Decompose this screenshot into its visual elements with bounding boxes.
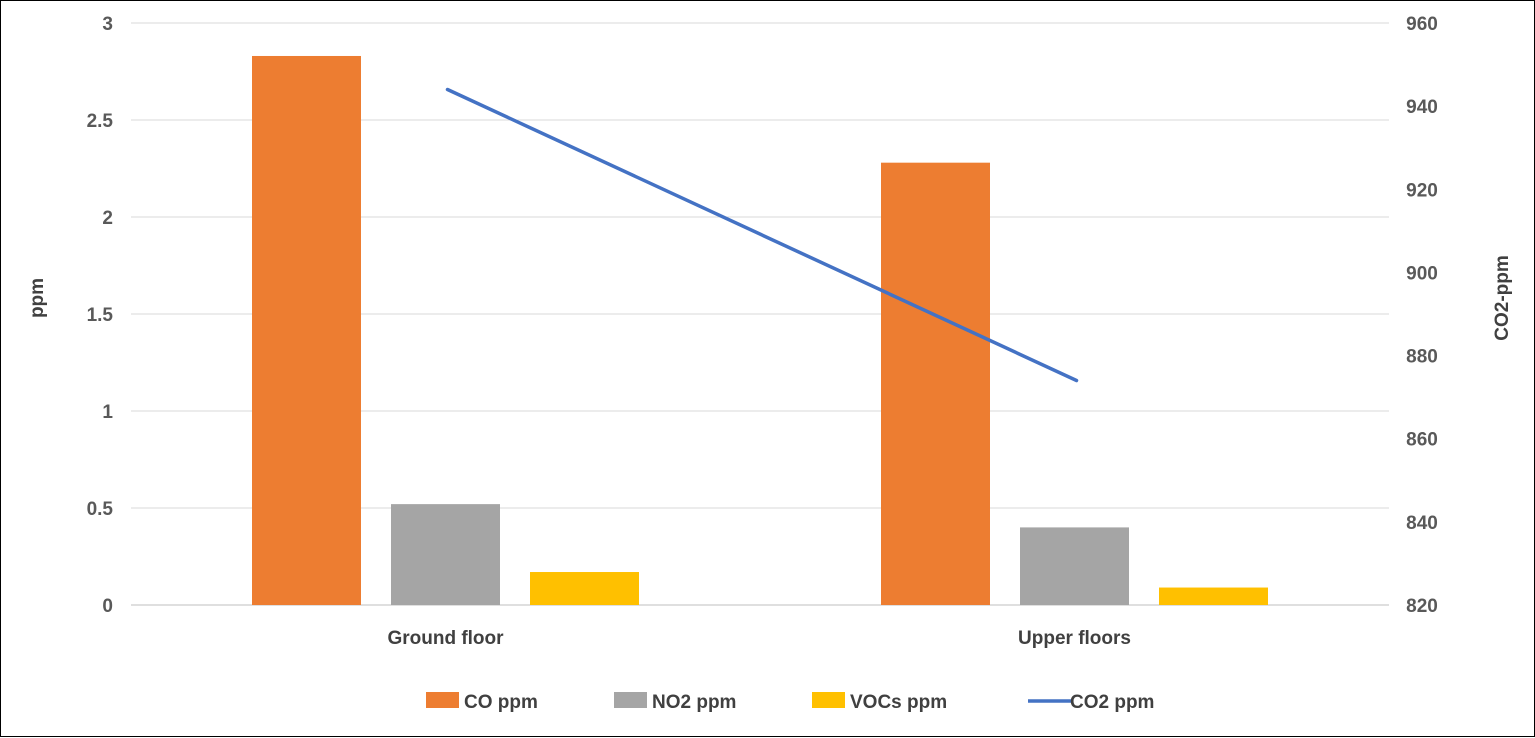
left-tick-label: 0 xyxy=(102,596,113,617)
bar-vocs-ppm xyxy=(530,572,639,605)
bar-no2-ppm xyxy=(391,504,500,605)
left-tick-label: 2.5 xyxy=(87,111,114,132)
left-tick-label: 3 xyxy=(102,14,113,35)
legend-label: NO2 ppm xyxy=(652,692,736,713)
right-tick-label: 900 xyxy=(1406,263,1438,284)
left-tick-label: 1 xyxy=(102,402,113,423)
bar-no2-ppm xyxy=(1020,527,1129,605)
right-tick-label: 820 xyxy=(1406,596,1438,617)
right-axis-title: CO2-ppm xyxy=(1492,255,1513,341)
right-tick-label: 880 xyxy=(1406,347,1438,368)
right-tick-label: 840 xyxy=(1406,513,1438,534)
right-tick-label: 860 xyxy=(1406,430,1438,451)
category-label: Upper floors xyxy=(1018,628,1131,649)
legend-swatch-no2-ppm xyxy=(614,692,647,708)
category-label: Ground floor xyxy=(387,628,504,649)
right-tick-label: 960 xyxy=(1406,14,1438,35)
left-axis-ticks: 0 0.5 1 1.5 2 2.5 3 xyxy=(87,14,114,617)
left-tick-label: 0.5 xyxy=(87,499,114,520)
legend: CO ppm NO2 ppm VOCs ppm CO2 ppm xyxy=(426,692,1154,713)
left-axis-title: ppm xyxy=(27,278,48,318)
legend-swatch-co-ppm xyxy=(426,692,459,708)
bar-co-ppm xyxy=(881,162,990,605)
bars xyxy=(252,55,1268,606)
right-tick-label: 920 xyxy=(1406,180,1438,201)
bar-vocs-ppm xyxy=(1159,587,1268,605)
bar-co-ppm xyxy=(252,55,361,606)
left-tick-label: 2 xyxy=(102,208,113,229)
legend-label: CO ppm xyxy=(464,692,538,713)
right-axis-ticks: 820 840 860 880 900 920 940 960 xyxy=(1406,14,1438,617)
category-labels: Ground floor Upper floors xyxy=(387,628,1131,649)
co2-line-series xyxy=(445,87,1079,383)
line-co2-ppm xyxy=(445,87,1079,383)
left-tick-label: 1.5 xyxy=(87,305,114,326)
legend-swatch-vocs-ppm xyxy=(812,692,845,708)
legend-label: VOCs ppm xyxy=(850,692,947,713)
right-tick-label: 940 xyxy=(1406,97,1438,118)
legend-label: CO2 ppm xyxy=(1070,692,1154,713)
